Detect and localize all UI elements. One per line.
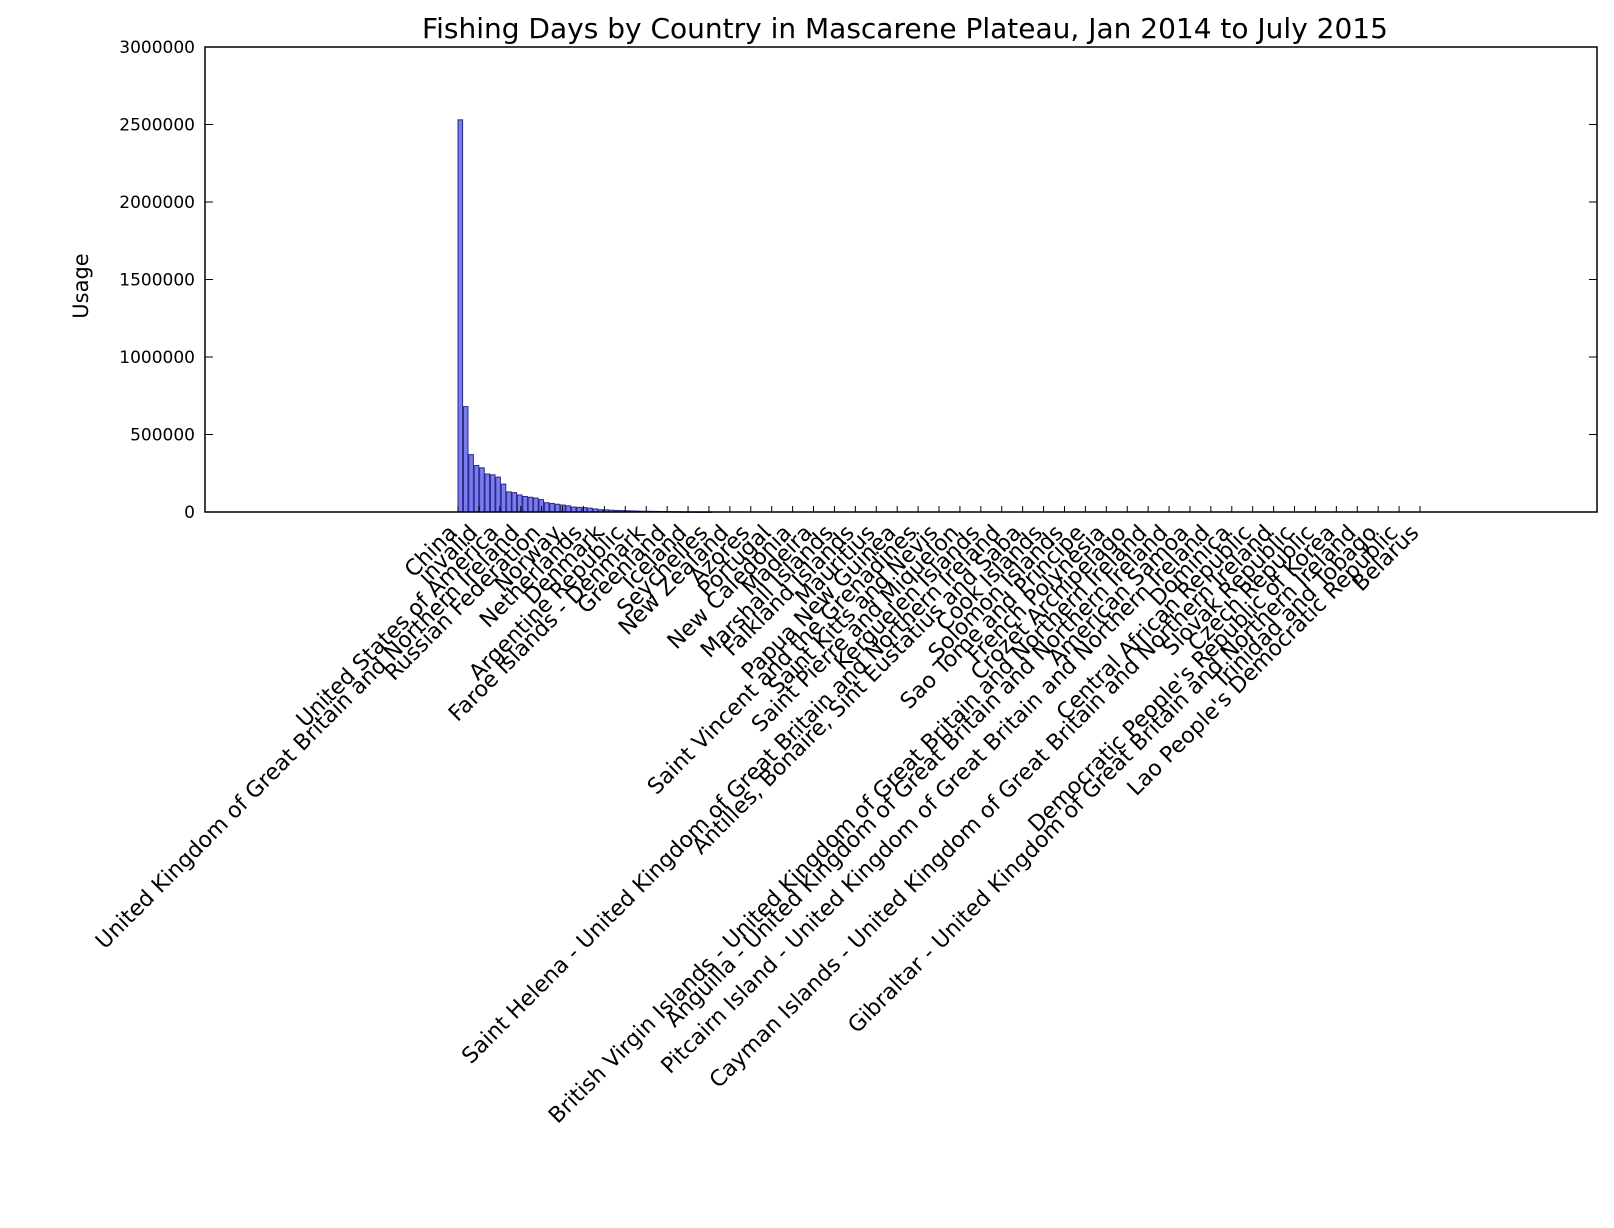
y-axis-ticks: 0 500000 1000000 1500000 2000000 2500000 30000…: [119, 38, 1597, 523]
y-axis-label: Usage: [69, 253, 93, 318]
bar: [457, 119, 464, 513]
y-tick-label: 1000000: [119, 348, 195, 368]
bars-group: [457, 119, 712, 513]
bar: [462, 406, 469, 513]
bar: [554, 503, 561, 513]
bar: [511, 492, 518, 513]
bar: [468, 454, 474, 513]
y-tick-label: 1500000: [119, 271, 195, 291]
plot-frame: [204, 46, 1598, 513]
bar: [565, 505, 572, 513]
y-tick-label: 0: [184, 503, 195, 523]
bar: [549, 502, 555, 513]
x-tick-label: United Kingdom of Great Britain and Nort…: [91, 521, 525, 955]
y-tick-label: 3000000: [119, 38, 195, 58]
bar: [533, 497, 539, 513]
bar: [489, 474, 496, 513]
chart-title: Fishing Days by Country in Mascarene Pla…: [422, 12, 1388, 45]
bar: [484, 473, 491, 513]
bar: [473, 465, 480, 513]
bar: [527, 496, 534, 513]
bar: [543, 502, 550, 513]
y-tick-label: 2000000: [119, 193, 195, 213]
bar: [522, 496, 528, 513]
bar: [479, 467, 485, 513]
bar: [506, 491, 512, 513]
y-tick-label: 2500000: [119, 116, 195, 136]
bar: [500, 483, 507, 513]
bar: [516, 494, 523, 513]
y-tick-label: 500000: [130, 426, 195, 446]
